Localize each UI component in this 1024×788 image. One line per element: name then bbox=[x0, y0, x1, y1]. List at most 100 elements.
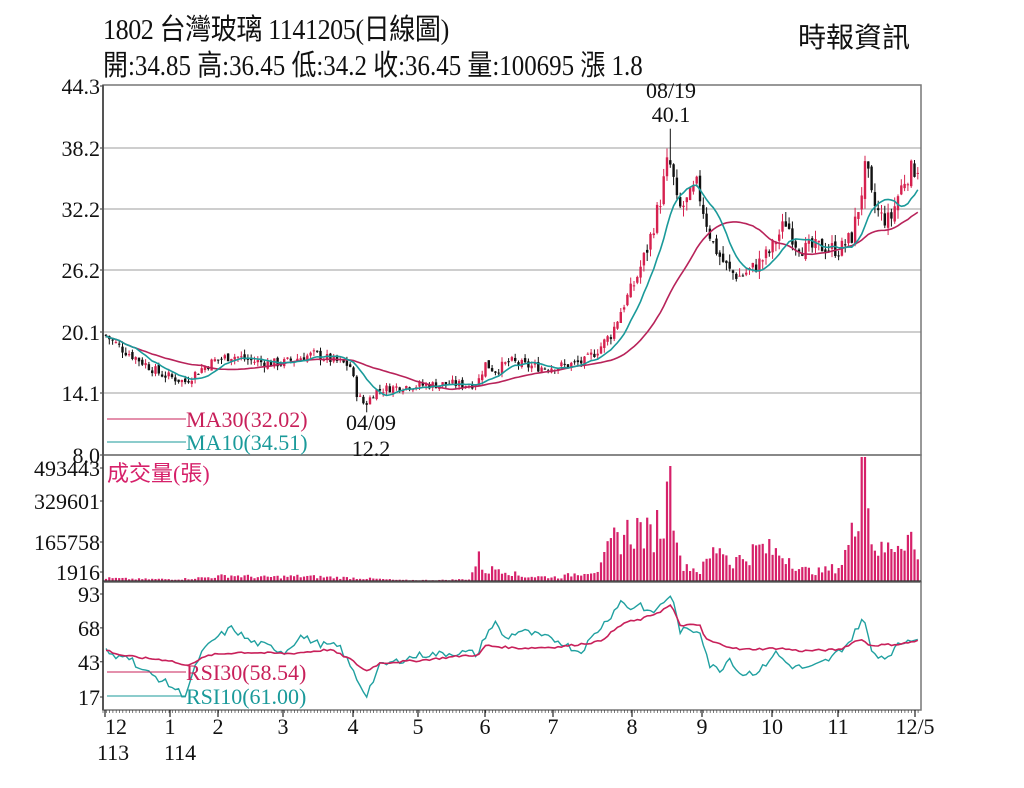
volume-bar bbox=[807, 567, 810, 581]
price-y-tick: 32.2 bbox=[62, 197, 101, 222]
volume-bar bbox=[121, 577, 124, 581]
candle-body bbox=[490, 368, 494, 372]
candle-body bbox=[517, 362, 520, 365]
volume-bar bbox=[533, 577, 537, 581]
volume-bar bbox=[335, 576, 339, 581]
candle-body bbox=[104, 334, 108, 336]
candle-body bbox=[223, 355, 226, 359]
candle-body bbox=[814, 239, 817, 249]
volume-bar bbox=[665, 481, 669, 581]
volume-bar bbox=[118, 578, 121, 581]
candle-body bbox=[820, 239, 824, 252]
volume-bar bbox=[491, 566, 494, 581]
volume-bar bbox=[900, 548, 903, 581]
volume-bar bbox=[375, 578, 378, 581]
candle-body bbox=[715, 238, 718, 255]
volume-bar bbox=[603, 552, 606, 581]
candle-body bbox=[352, 367, 355, 377]
candle-body bbox=[916, 172, 919, 174]
candle-body bbox=[622, 307, 626, 310]
volume-bar bbox=[500, 573, 504, 581]
candle-body bbox=[246, 358, 250, 360]
volume-bar bbox=[821, 572, 824, 581]
volume-bar bbox=[481, 569, 484, 581]
volume-bar bbox=[685, 564, 688, 581]
candle-body bbox=[180, 380, 184, 383]
low-value-annotation: 12.2 bbox=[352, 436, 391, 461]
volume-bar bbox=[306, 575, 309, 581]
candle-body bbox=[906, 184, 910, 186]
candle-body bbox=[801, 253, 804, 256]
volume-bar bbox=[243, 575, 246, 581]
ma10-legend-label: MA10(34.51) bbox=[186, 430, 308, 455]
candle-body bbox=[675, 177, 679, 196]
volume-bar bbox=[329, 576, 332, 581]
candle-body bbox=[665, 157, 669, 177]
candle-body bbox=[154, 366, 157, 374]
candle-body bbox=[837, 255, 840, 257]
volume-bar bbox=[583, 573, 586, 581]
volume-bar bbox=[910, 531, 913, 581]
volume-bar bbox=[712, 547, 715, 581]
volume-bar bbox=[250, 576, 253, 581]
volume-bar bbox=[566, 573, 570, 581]
month-label: 3 bbox=[278, 714, 289, 739]
volume-bar bbox=[560, 578, 563, 581]
volume-bar bbox=[368, 577, 372, 581]
volume-bar bbox=[246, 574, 249, 581]
candle-body bbox=[197, 373, 200, 375]
candle-body bbox=[335, 355, 339, 361]
year-label: 114 bbox=[164, 740, 196, 765]
candle-body bbox=[804, 242, 807, 260]
volume-bar bbox=[197, 577, 200, 581]
month-label: 1 bbox=[165, 714, 176, 739]
volume-bar bbox=[586, 574, 589, 581]
volume-bar bbox=[345, 577, 348, 581]
volume-bar bbox=[570, 576, 573, 581]
candle-body bbox=[593, 353, 596, 358]
volume-bar bbox=[656, 510, 659, 581]
volume-bar bbox=[289, 575, 292, 581]
candle-body bbox=[705, 213, 708, 227]
volume-bar bbox=[642, 548, 645, 581]
volume-bar bbox=[385, 579, 388, 581]
candle-body bbox=[778, 234, 781, 241]
volume-y-tick: 165758 bbox=[34, 530, 100, 555]
volume-bar bbox=[814, 575, 817, 581]
candle-body bbox=[692, 185, 695, 192]
volume-bar bbox=[398, 579, 401, 581]
ma30-line bbox=[105, 211, 919, 391]
candle-body bbox=[484, 362, 487, 377]
candle-body bbox=[735, 273, 738, 279]
volume-bar bbox=[279, 578, 282, 581]
volume-bar bbox=[893, 552, 896, 581]
candle-body bbox=[669, 160, 672, 165]
candle-body bbox=[880, 212, 883, 214]
volume-bar bbox=[896, 545, 900, 581]
candle-body bbox=[355, 376, 358, 398]
month-label: 12/5 bbox=[895, 714, 934, 739]
volume-bar bbox=[477, 551, 480, 581]
month-label: 7 bbox=[548, 714, 559, 739]
candle-body bbox=[514, 357, 517, 362]
month-label: 9 bbox=[697, 714, 708, 739]
candle-body bbox=[174, 377, 177, 382]
candle-body bbox=[342, 359, 345, 363]
volume-bar bbox=[157, 578, 160, 581]
candle-body bbox=[758, 258, 761, 272]
candle-body bbox=[233, 356, 236, 360]
candle-body bbox=[589, 352, 593, 355]
high-value-annotation: 40.1 bbox=[652, 102, 691, 127]
volume-bar bbox=[134, 579, 137, 581]
candle-body bbox=[718, 252, 721, 257]
candle-body bbox=[510, 357, 514, 361]
candle-body bbox=[167, 372, 170, 377]
month-label: 8 bbox=[627, 714, 638, 739]
candle-body bbox=[151, 370, 154, 374]
candle-body bbox=[807, 240, 811, 244]
volume-bar bbox=[312, 575, 315, 581]
volume-bar bbox=[352, 577, 355, 581]
volume-bar bbox=[817, 567, 820, 581]
rsi10-legend-label: RSI10(61.00) bbox=[186, 684, 306, 709]
candle-body bbox=[401, 390, 405, 393]
